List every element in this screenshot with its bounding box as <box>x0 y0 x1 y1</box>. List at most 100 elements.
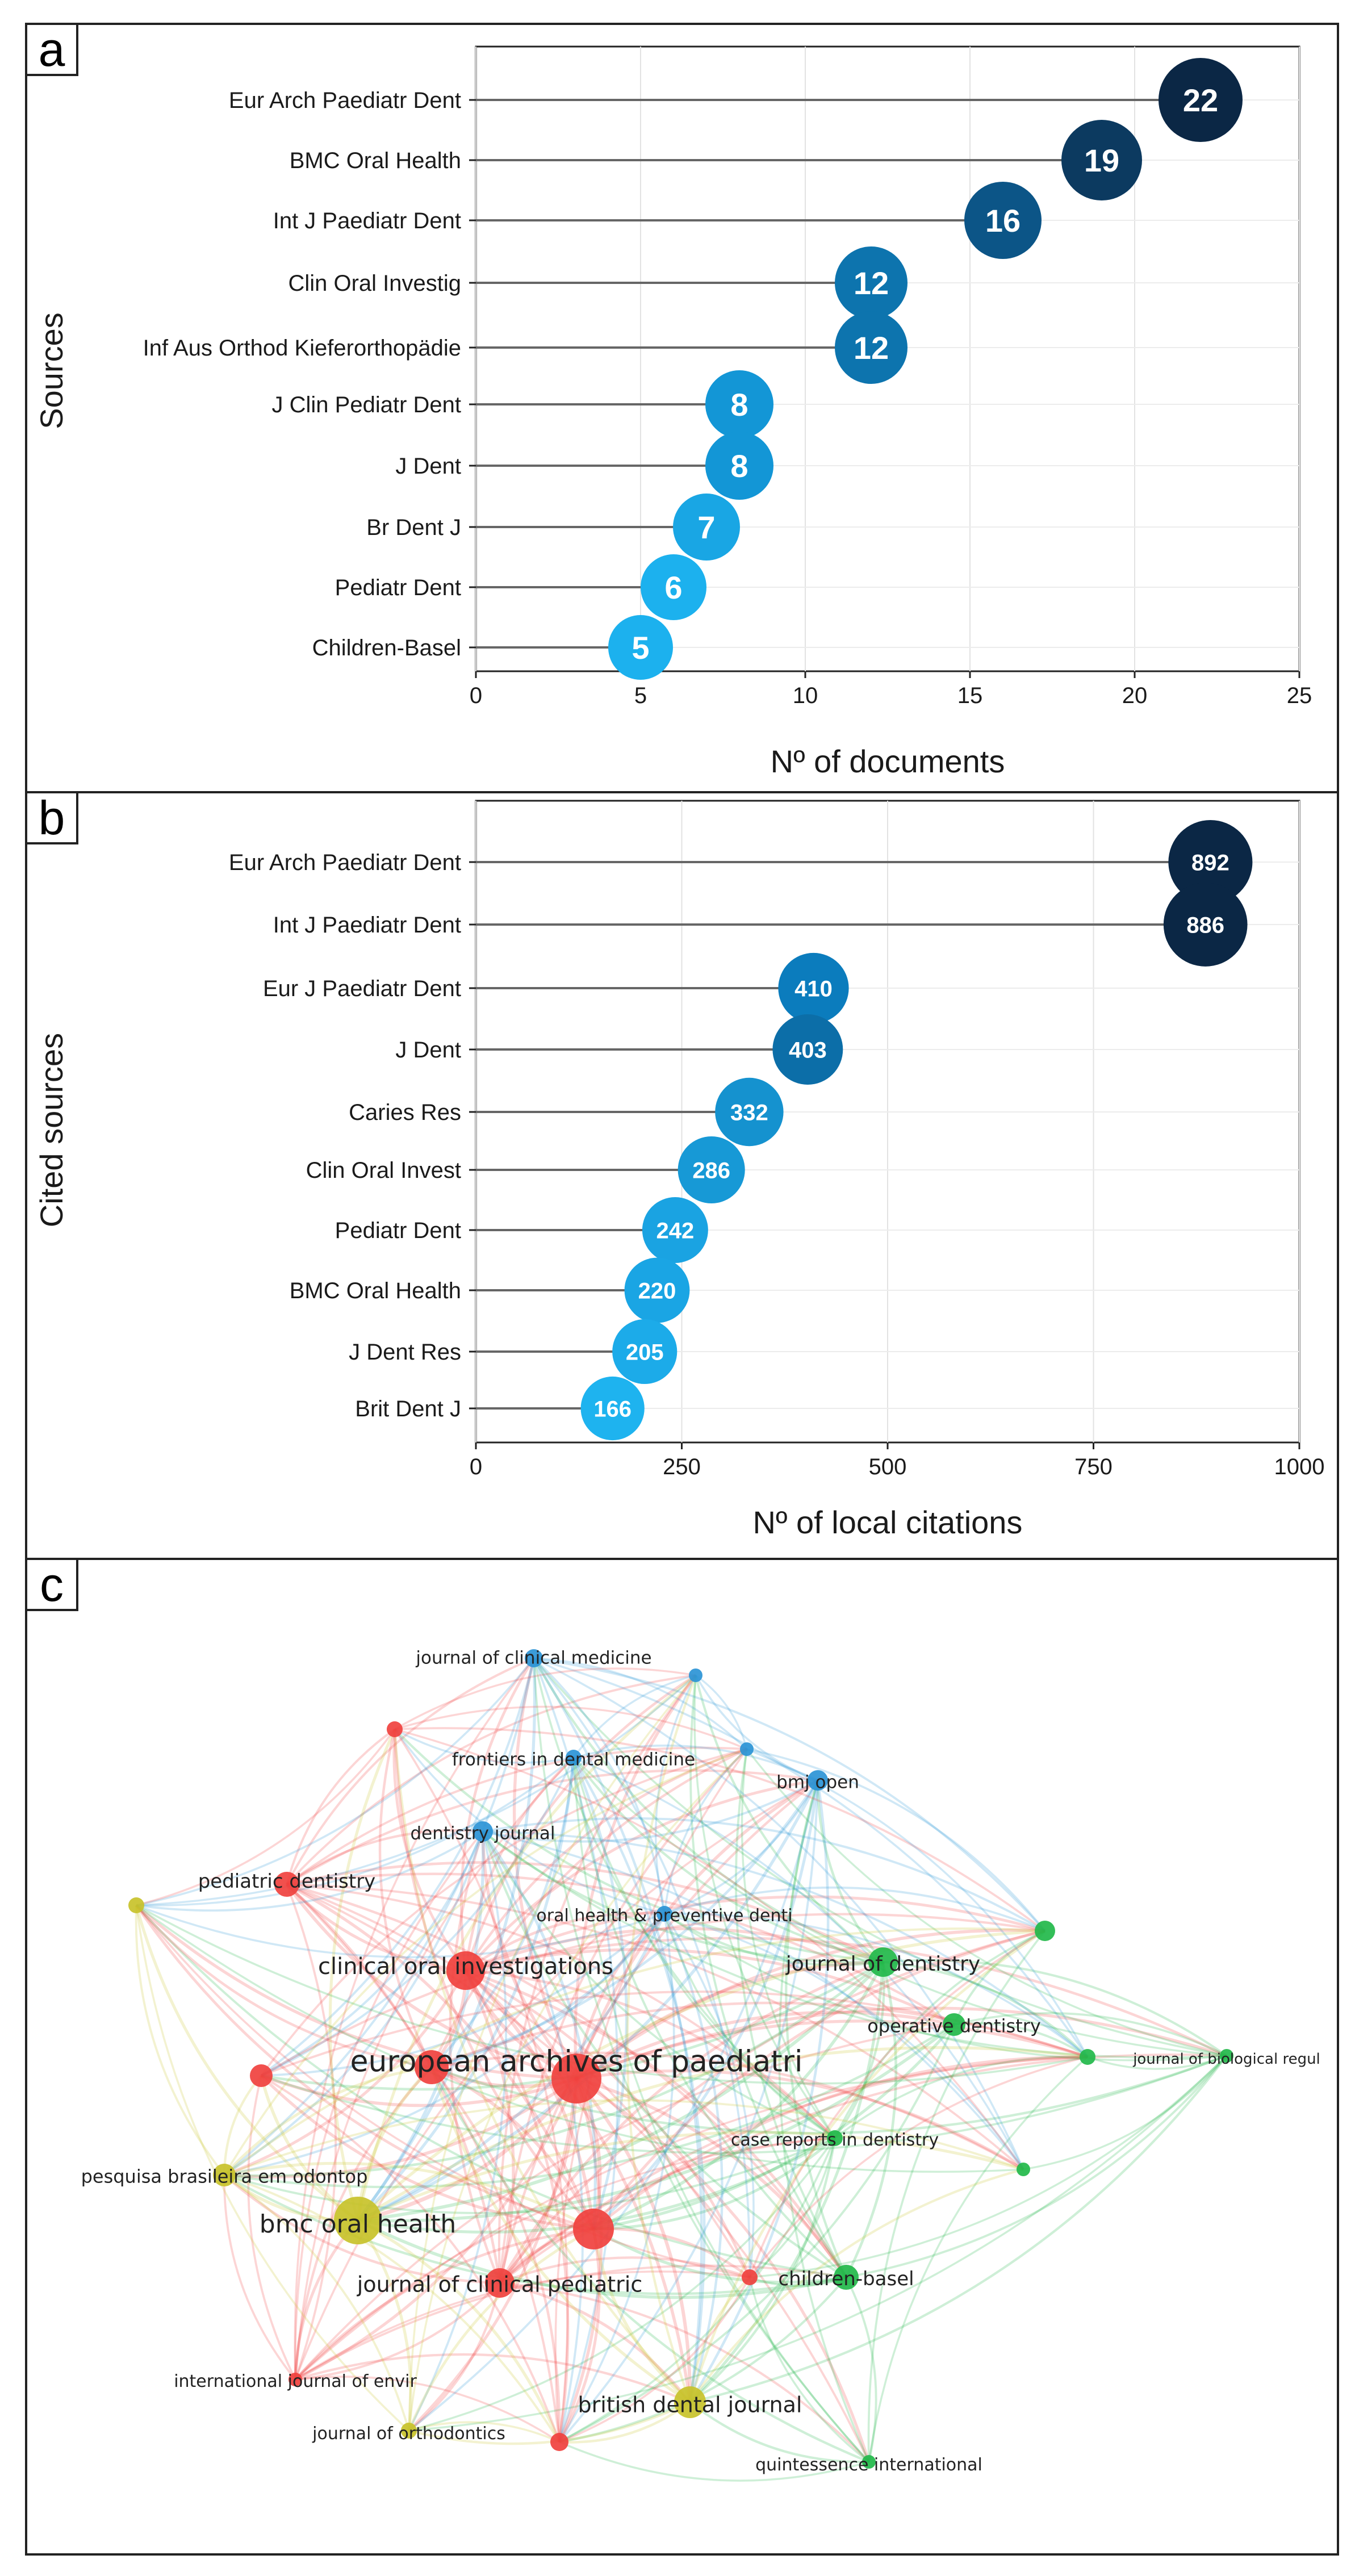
network-edge <box>286 1829 483 1885</box>
network-edge <box>533 1657 751 2278</box>
network-edge <box>294 1779 818 2380</box>
network-edge <box>286 1883 1024 2171</box>
network-edge <box>223 2174 847 2295</box>
network-edge <box>393 1729 691 2403</box>
network-edge <box>394 1728 884 1964</box>
network-edge <box>465 1895 1045 1972</box>
chart-a-ylabel: Sources <box>34 312 69 429</box>
network-edge <box>285 1883 577 2080</box>
network-node <box>566 1750 582 1766</box>
network-edge <box>357 1757 575 2222</box>
network-edge <box>572 1757 870 2463</box>
network-edge <box>533 1657 884 1964</box>
network-node-label: case reports in dentistry <box>731 2130 939 2150</box>
network-edge <box>575 2010 955 2080</box>
network-edge <box>223 2174 296 2381</box>
lollipop-bubble <box>1163 883 1248 967</box>
x-tick-label: 25 <box>1287 683 1312 708</box>
network-edge <box>223 1927 1045 2176</box>
network-edge <box>845 2277 877 2462</box>
network-edge <box>328 1728 396 2221</box>
network-node <box>550 2433 568 2451</box>
lollipop-bubble <box>835 246 907 319</box>
network-edge <box>135 1904 750 2278</box>
network-edge <box>559 2277 751 2443</box>
network-edge <box>135 1904 577 2080</box>
network-edge <box>394 1728 665 1915</box>
bubble-value-label: 220 <box>638 1278 676 1303</box>
network-edge <box>261 1831 484 2077</box>
network-edge <box>431 1779 819 2069</box>
network-edge <box>576 2019 1088 2080</box>
network-edge <box>465 1927 884 1972</box>
network-edge <box>592 1929 1045 2230</box>
network-node <box>551 2054 601 2104</box>
network-edge <box>465 1969 848 2278</box>
lollipop-bubble <box>1061 120 1142 200</box>
network-node-label: pediatric dentistry <box>198 1870 376 1893</box>
network-edge <box>689 2055 1228 2404</box>
category-label: J Dent Res <box>349 1340 461 1365</box>
network-edge <box>430 2067 691 2404</box>
network-edge <box>464 1674 697 1971</box>
network-edge <box>663 1913 884 1967</box>
network-edge <box>224 1969 467 2177</box>
category-label: Int J Paediatr Dent <box>273 913 461 938</box>
network-edge <box>558 1913 675 2443</box>
network-edge <box>533 1657 1046 1932</box>
network-edge <box>430 2066 869 2464</box>
network-edge <box>748 1930 1045 2278</box>
network-edge <box>407 2227 595 2431</box>
network-edge <box>357 2219 561 2443</box>
network-edge <box>482 1817 1045 1932</box>
network-edge <box>834 1930 1045 2139</box>
network-edge <box>575 1929 1045 2080</box>
network-edge <box>953 1930 1045 2025</box>
network-node <box>213 2164 236 2186</box>
network-edge <box>663 1913 755 2278</box>
bubble-value-label: 403 <box>789 1038 827 1063</box>
network-edge <box>286 1883 836 2139</box>
network-edge <box>430 2065 595 2230</box>
network-edge <box>408 1674 697 2431</box>
network-edge <box>592 2227 847 2284</box>
network-node <box>288 2373 302 2386</box>
bubble-value-label: 12 <box>854 330 889 366</box>
network-edge <box>533 1657 666 1914</box>
network-edge <box>294 2056 1088 2381</box>
lollipop-bubble <box>705 370 773 438</box>
bubble-value-label: 332 <box>730 1100 768 1125</box>
network-edge <box>392 1729 467 1972</box>
network-node-label: quintessence international <box>755 2455 982 2475</box>
network-edge <box>431 1913 666 2069</box>
network-edge <box>695 1675 818 1782</box>
network-edge <box>572 1674 696 1759</box>
network-edge <box>499 1929 1045 2284</box>
network-edge <box>816 1780 884 1963</box>
lollipop-bubble <box>835 311 907 384</box>
network-edge <box>135 1905 410 2432</box>
network-node <box>834 2265 859 2290</box>
network-edge <box>1023 2055 1228 2171</box>
network-edge <box>247 2075 296 2380</box>
network-edge <box>357 2131 1024 2222</box>
network-edge <box>689 1780 830 2403</box>
category-label: Brit Dent J <box>355 1396 461 1421</box>
category-label: Clin Oral Investig <box>288 271 461 296</box>
network-edge <box>464 1969 595 2230</box>
network-node-label: journal of dentistry <box>785 1952 980 1976</box>
bubble-value-label: 205 <box>626 1340 664 1365</box>
lollipop-bubble <box>673 494 740 561</box>
x-tick-label: 250 <box>663 1454 701 1479</box>
network-edge <box>260 1748 747 2077</box>
network-edge <box>294 2023 955 2381</box>
network-edge <box>135 1904 594 2231</box>
network-edge <box>408 2282 501 2432</box>
network-edge <box>135 1904 432 2069</box>
network-edge <box>748 2138 836 2278</box>
network-edge <box>953 2012 1227 2057</box>
network-edge <box>688 2276 751 2403</box>
lollipop-bubble <box>778 952 849 1024</box>
network-edge <box>689 2138 837 2403</box>
